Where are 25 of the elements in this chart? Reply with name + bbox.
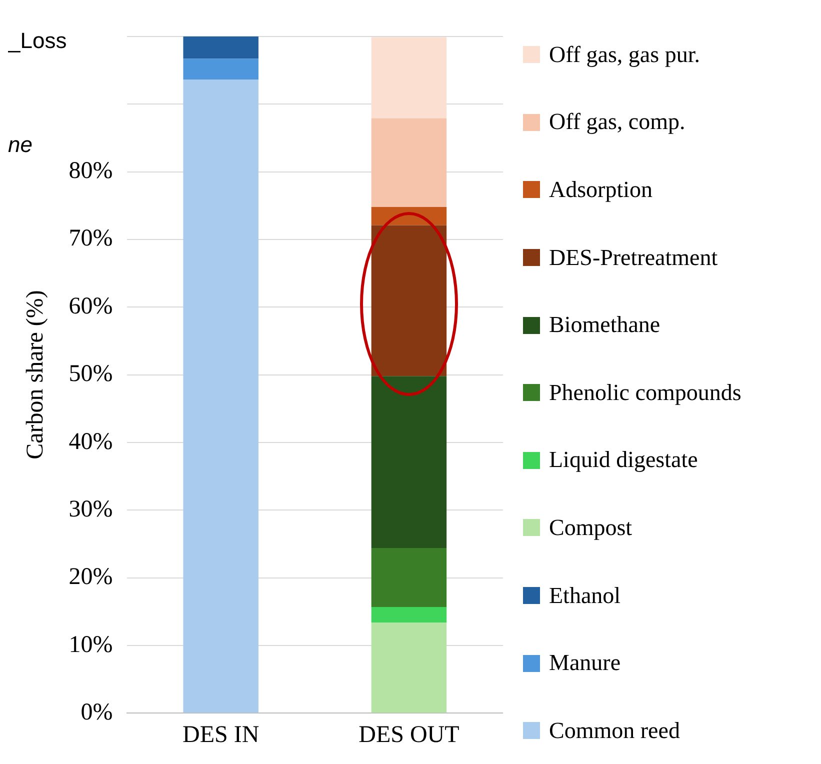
- legend-label: Phenolic compounds: [549, 380, 742, 406]
- legend-label: Ethanol: [549, 582, 621, 609]
- y-axis-title: Carbon share (%): [22, 290, 49, 460]
- legend-label: DES-Pretreatment: [549, 244, 718, 271]
- y-tick-label: 80%: [68, 158, 113, 184]
- y-tick-label: 40%: [68, 428, 113, 455]
- legend-label: Biomethane: [549, 312, 660, 338]
- legend-label: Compost: [549, 514, 632, 541]
- text: _Loss: [7, 28, 67, 54]
- legend-label: Liquid digestate: [549, 447, 698, 474]
- y-tick-label: 10%: [68, 632, 113, 658]
- legend-label: Manure: [549, 650, 621, 676]
- legend-label: Off gas, comp.: [549, 109, 686, 136]
- y-tick-label: 0%: [80, 699, 113, 726]
- legend-label: Common reed: [549, 718, 680, 744]
- legend-label: Adsorption: [549, 176, 652, 203]
- legend-label: Off gas, gas pur.: [549, 42, 700, 68]
- y-tick-label: 60%: [68, 293, 113, 320]
- y-tick-label: 50%: [68, 361, 113, 388]
- x-tick-label: DES IN: [182, 722, 260, 748]
- y-tick-label: 70%: [68, 226, 113, 252]
- y-tick-label: 30%: [68, 496, 113, 522]
- x-tick-label: DES OUT: [358, 722, 460, 748]
- text: ne: [8, 132, 32, 158]
- y-tick-label: 20%: [68, 564, 113, 590]
